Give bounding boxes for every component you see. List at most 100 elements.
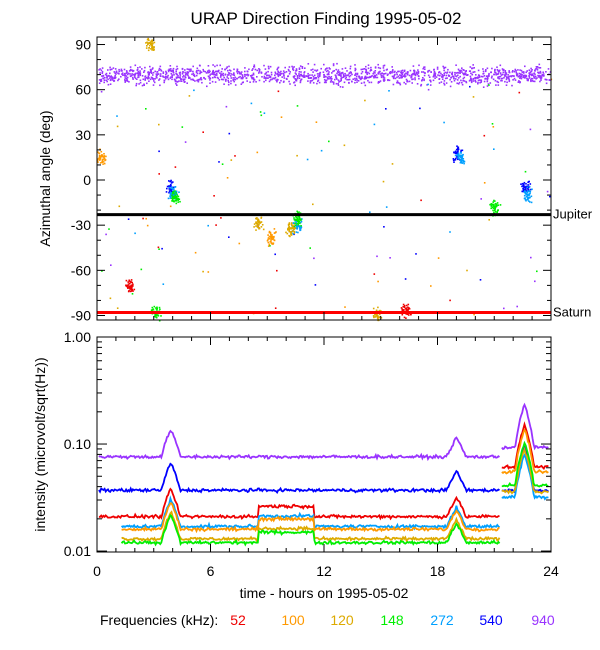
scatter-point bbox=[108, 74, 110, 77]
scatter-point bbox=[128, 289, 130, 292]
scatter-point bbox=[143, 69, 146, 72]
scatter-point bbox=[545, 82, 548, 85]
scatter-point bbox=[318, 81, 321, 84]
scatter-point bbox=[494, 71, 496, 73]
scatter-point bbox=[222, 74, 225, 77]
scatter-point bbox=[461, 83, 464, 86]
scatter-point bbox=[402, 305, 404, 308]
intensity-line bbox=[120, 513, 501, 547]
scatter-point bbox=[430, 80, 432, 83]
scatter-point bbox=[508, 79, 511, 82]
scatter-point bbox=[183, 81, 186, 83]
scatter-point bbox=[125, 72, 128, 74]
scatter-point bbox=[258, 226, 260, 229]
scatter-point bbox=[511, 84, 513, 87]
scatter-point bbox=[528, 69, 531, 71]
scatter-point bbox=[412, 65, 415, 67]
scatter-point bbox=[307, 63, 310, 65]
scatter-point bbox=[187, 72, 189, 74]
scatter-point bbox=[139, 74, 142, 76]
scatter-point bbox=[354, 67, 357, 70]
scatter-point bbox=[258, 224, 260, 226]
scatter-point bbox=[211, 72, 214, 74]
scatter-point bbox=[111, 68, 113, 71]
scatter-point bbox=[420, 199, 422, 202]
scatter-point bbox=[432, 75, 435, 78]
scatter-point bbox=[148, 39, 150, 42]
scatter-point bbox=[472, 96, 475, 98]
intensity-line bbox=[121, 510, 501, 543]
scatter-point bbox=[335, 75, 337, 77]
scatter-point bbox=[395, 71, 398, 74]
scatter-point bbox=[383, 226, 385, 228]
scatter-point bbox=[383, 64, 386, 67]
scatter-point bbox=[491, 123, 494, 125]
scatter-point bbox=[477, 79, 480, 82]
scatter-point bbox=[411, 74, 414, 76]
scatter-point bbox=[100, 90, 103, 93]
scatter-point bbox=[328, 73, 330, 76]
scatter-point bbox=[426, 84, 428, 86]
scatter-point bbox=[315, 77, 317, 80]
scatter-point bbox=[182, 74, 185, 77]
scatter-point bbox=[338, 71, 341, 73]
scatter-point bbox=[473, 313, 475, 316]
scatter-point bbox=[339, 80, 341, 82]
scatter-point bbox=[516, 73, 518, 75]
scatter-point bbox=[245, 77, 248, 80]
scatter-point bbox=[199, 72, 201, 75]
scatter-point bbox=[311, 79, 314, 82]
scatter-point bbox=[277, 79, 279, 81]
scatter-point bbox=[163, 81, 165, 84]
scatter-point bbox=[338, 74, 341, 77]
scatter-point bbox=[296, 76, 299, 78]
scatter-point bbox=[331, 72, 333, 74]
scatter-point bbox=[172, 181, 174, 183]
scatter-point bbox=[440, 81, 443, 83]
scatter-point bbox=[381, 72, 383, 74]
scatter-point bbox=[538, 72, 540, 74]
scatter-point bbox=[146, 38, 149, 41]
scatter-point bbox=[300, 78, 303, 81]
scatter-point bbox=[492, 126, 495, 128]
y-tick-label: 90 bbox=[75, 37, 91, 53]
scatter-point bbox=[459, 72, 461, 74]
scatter-point bbox=[146, 45, 148, 47]
scatter-point bbox=[218, 79, 221, 81]
scatter-point bbox=[528, 74, 530, 77]
x-tick-label: 6 bbox=[207, 563, 215, 579]
scatter-point bbox=[522, 189, 525, 192]
scatter-point bbox=[418, 64, 420, 67]
scatter-point bbox=[152, 49, 155, 51]
scatter-point bbox=[485, 69, 487, 71]
scatter-point bbox=[127, 287, 130, 289]
scatter-point bbox=[300, 225, 302, 227]
scatter-point bbox=[525, 196, 528, 198]
scatter-point bbox=[498, 70, 500, 72]
scatter-point bbox=[456, 151, 458, 154]
scatter-point bbox=[518, 81, 521, 83]
scatter-point bbox=[494, 69, 496, 72]
scatter-point bbox=[156, 74, 158, 77]
scatter-point bbox=[124, 81, 126, 83]
legend-item-100: 100 bbox=[281, 612, 305, 628]
scatter-point bbox=[288, 80, 290, 83]
scatter-point bbox=[173, 74, 175, 76]
scatter-point bbox=[501, 68, 504, 70]
scatter-point bbox=[293, 81, 295, 84]
scatter-point bbox=[228, 74, 230, 76]
scatter-point bbox=[148, 47, 150, 49]
scatter-point bbox=[203, 77, 205, 79]
scatter-point bbox=[372, 307, 375, 310]
scatter-point bbox=[320, 67, 322, 70]
scatter-point bbox=[174, 80, 177, 83]
scatter-point bbox=[393, 71, 395, 74]
scatter-point bbox=[461, 158, 463, 161]
scatter-point bbox=[149, 42, 151, 44]
scatter-point bbox=[172, 191, 174, 193]
scatter-point bbox=[473, 77, 475, 80]
scatter-point bbox=[405, 304, 408, 307]
scatter-point bbox=[340, 77, 342, 79]
scatter-point bbox=[351, 80, 353, 83]
scatter-point bbox=[377, 81, 380, 83]
